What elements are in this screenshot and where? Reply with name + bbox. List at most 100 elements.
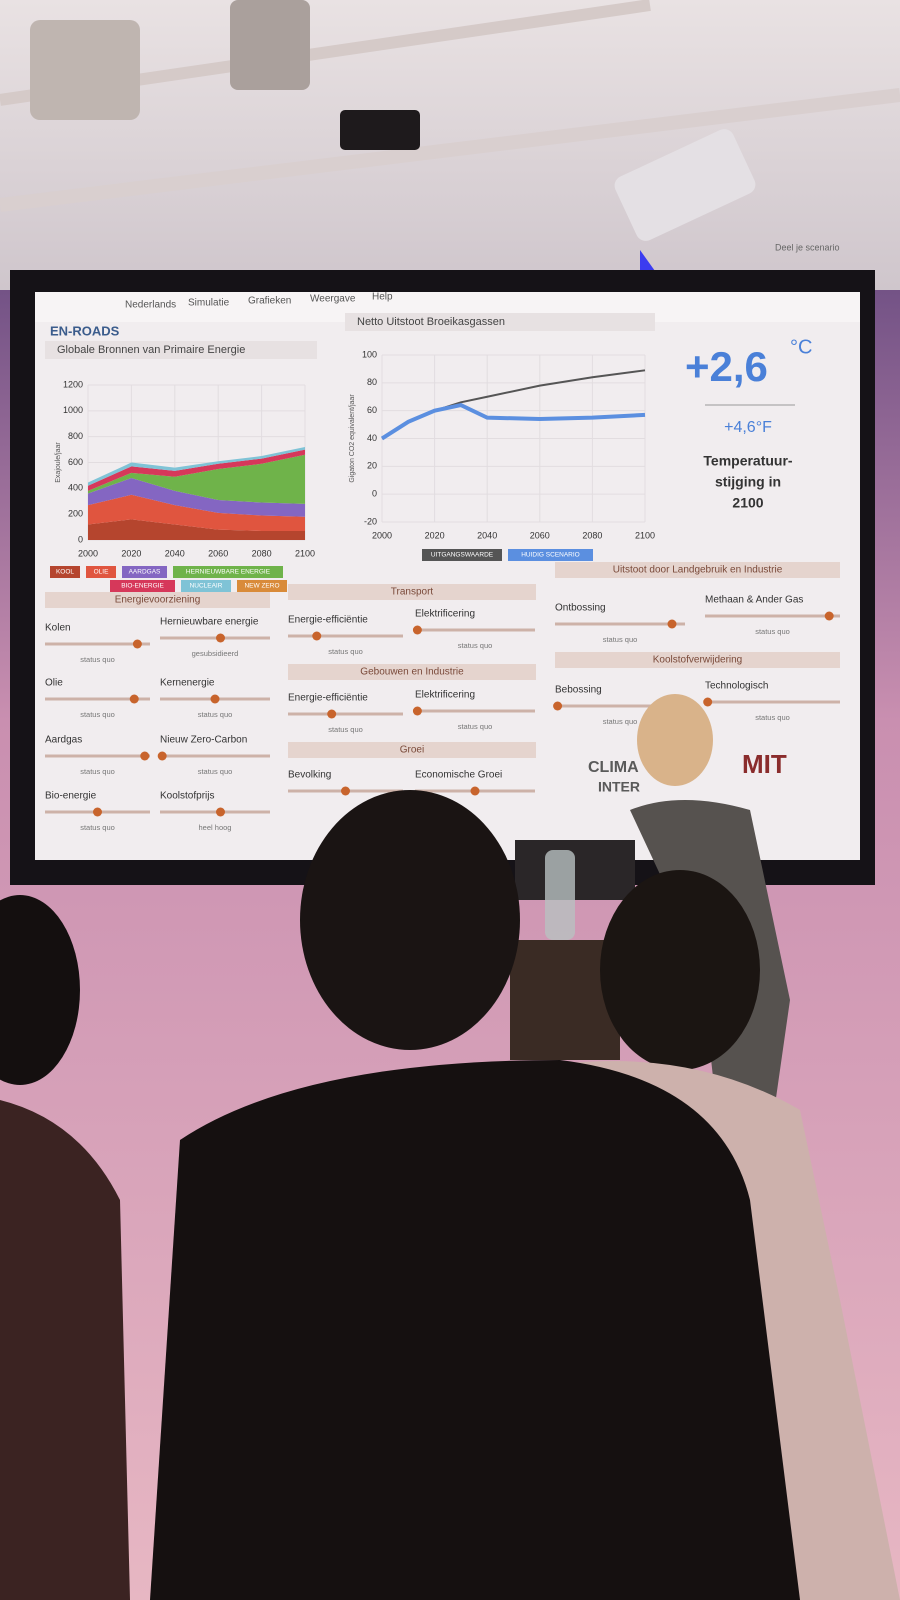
presenter-head [637,694,713,786]
x-tick-label: 2060 [530,530,550,540]
slider-status: status quo [198,767,233,776]
slider-status: status quo [198,710,233,719]
bottle [545,850,575,940]
slider-label: Bebossing [555,685,602,696]
audience-body [150,1060,800,1600]
y-tick-label: 60 [367,405,377,415]
legend-swatch [173,566,283,578]
menu-item: Weergave [310,294,356,305]
share-button: Deel je scenario [775,242,840,252]
y-tick-label: 1200 [63,379,83,389]
slider-knob [553,701,563,711]
legend-swatch [50,566,80,578]
slider-knob [129,694,139,704]
stage-light [30,20,140,120]
legend-label: BIO-ENERGIE [121,583,164,590]
y-tick-label: 20 [367,461,377,471]
legend-swatch [122,566,167,578]
group-header [288,742,536,758]
legend-swatch [86,566,116,578]
temperature-fahrenheit: +4,6°F [724,419,772,436]
slider-status: status quo [458,722,493,731]
logo-climate: INTER [598,779,640,795]
slider-label: Kolen [45,623,71,634]
group-title: Uitstoot door Landgebruik en Industrie [613,565,783,576]
group-header [288,584,536,600]
slider-knob [210,694,220,704]
audience-head [600,870,760,1070]
slider-label: Koolstofprijs [160,791,214,802]
x-tick-label: 2100 [295,548,315,558]
slider-status: status quo [328,725,363,734]
slider-knob [703,697,713,707]
menu-item: Grafieken [248,296,291,307]
temperature-unit: °C [790,336,812,358]
slider-knob [341,786,350,796]
slider-knob [132,639,142,649]
y-tick-label: -20 [364,516,377,526]
slider-status: status quo [80,767,115,776]
legend-label: NUCLEAIR [190,583,223,590]
legend-swatch [110,580,175,592]
slider-knob [412,706,422,716]
slider-knob [140,751,150,761]
group-title: Transport [391,587,434,598]
slider-status: status quo [80,710,115,719]
audience [0,790,900,1600]
legend-label: KOOL [56,569,74,576]
slider-status: status quo [80,823,115,832]
y-tick-label: 0 [372,489,377,499]
y-tick-label: 1000 [63,405,83,415]
legend-label: AARDGAS [129,569,161,576]
audience-body [0,1100,130,1600]
x-tick-label: 2000 [372,530,392,540]
y-tick-label: 0 [78,534,83,544]
slider-label: Kernenergie [160,678,215,689]
area [88,454,305,504]
legend-label: OLIE [94,569,109,576]
y-tick-label: 600 [68,457,83,467]
x-tick-label: 2000 [78,548,98,558]
legend-swatch [237,580,287,592]
chart-title: Netto Uitstoot Broeikasgassen [357,316,505,328]
group-title: Gebouwen en Industrie [360,667,464,678]
group-header [555,652,840,668]
audience-head [300,790,520,1050]
slider-label: Aardgas [45,735,82,746]
slider-label: Olie [45,678,63,689]
group-header [288,664,536,680]
slider-knob [312,631,322,641]
slider-status: status quo [755,713,790,722]
x-tick-label: 2060 [208,548,228,558]
audience-head [0,895,80,1085]
legend-label: HERNIEUWBARE ENERGIE [186,569,271,576]
y-tick-label: 800 [68,431,83,441]
x-tick-label: 2040 [165,548,185,558]
slider-knob [216,633,225,643]
y-tick-label: 200 [68,509,83,519]
slider-label: Methaan & Ander Gas [705,595,803,606]
legend-swatch [508,549,593,561]
slider-label: Hernieuwbare energie [160,617,259,628]
group-header [45,592,270,608]
group-title: Groei [400,745,424,756]
slider-status: status quo [458,641,493,650]
slider-status: status quo [328,647,363,656]
stage-light [230,0,310,90]
slider-label: Elektrificering [415,690,475,701]
legend-label: NEW ZERO [244,583,279,590]
menu-item: Nederlands [125,300,176,311]
slider-status: status quo [603,717,638,726]
x-tick-label: 2040 [477,530,497,540]
slider-label: Bevolking [288,770,331,781]
slider-knob [412,625,422,635]
logo-climate: CLIMA [588,759,639,776]
slider-label: Technologisch [705,681,768,692]
area [88,478,305,517]
area [88,494,305,531]
area [88,519,305,540]
temperature-celsius: +2,6 [685,343,768,390]
slider-knob [470,786,480,796]
